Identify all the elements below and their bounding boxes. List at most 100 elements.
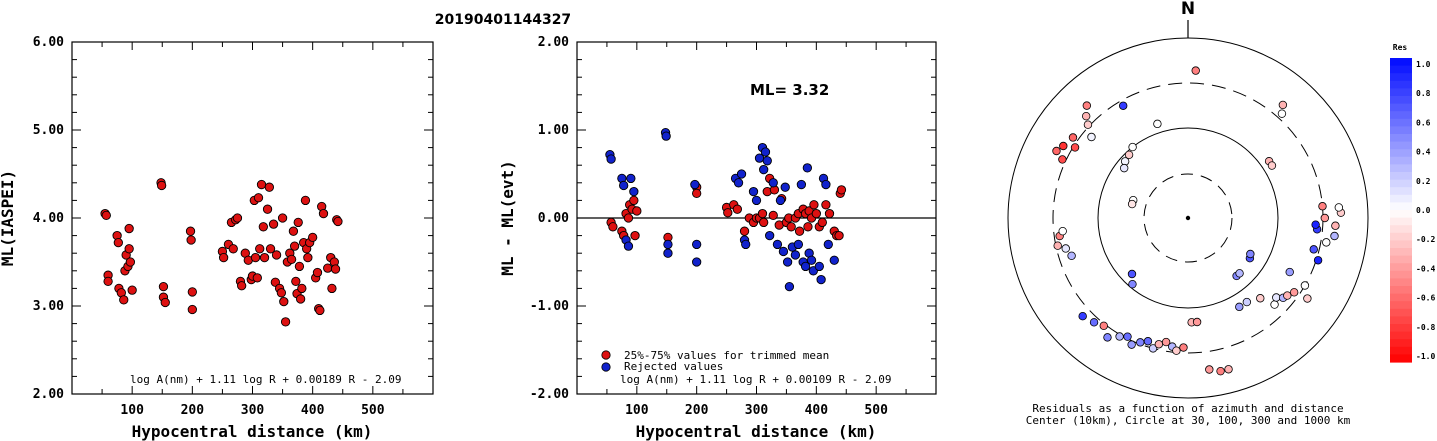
colorbar-cell [1390, 225, 1412, 234]
left-point-series-0 [250, 252, 261, 263]
middle-point-series-1 [806, 255, 817, 265]
left-point-series-0 [271, 250, 282, 260]
station-point [1192, 317, 1202, 327]
station-point [1081, 111, 1091, 121]
left-point-series-0 [103, 276, 113, 287]
station-point [1235, 302, 1244, 312]
middle-point-series-1 [780, 182, 790, 192]
points-left [100, 178, 343, 327]
colorbar-cell [1390, 308, 1412, 317]
left-point-series-0 [291, 276, 301, 287]
ring-1000km [1007, 37, 1369, 399]
middle-ytick-label: 0.00 [538, 211, 569, 226]
left-point-series-0 [124, 223, 134, 234]
station-point [1283, 291, 1292, 300]
station-point [1303, 294, 1312, 303]
formula-left: log A(nm) + 1.11 log R + 0.00189 R - 2.0… [130, 373, 402, 386]
colorbar-cell [1390, 270, 1412, 279]
station-point [1127, 340, 1136, 349]
station-point [1058, 155, 1067, 164]
left-point-series-0 [158, 281, 169, 292]
left-point-series-0 [264, 182, 274, 192]
polar-caption-line2: Center (10km), Circle at 30, 100, 300 an… [1026, 414, 1351, 427]
middle-point-series-1 [793, 239, 804, 250]
left-ytick-label: 3.00 [33, 299, 64, 314]
left-point-series-0 [312, 267, 323, 278]
colorbar-cell [1390, 339, 1412, 348]
left-point-series-0 [327, 283, 337, 294]
station-point [1154, 340, 1164, 349]
colorbar-cell [1390, 111, 1412, 120]
colorbar-cell [1390, 80, 1412, 89]
middle-point-series-1 [692, 257, 702, 267]
left-ytick-label: 6.00 [33, 35, 64, 50]
left-xtick-label: 500 [361, 403, 385, 418]
station-point [1318, 202, 1327, 211]
ylabel-middle: ML - ML(evt) [498, 160, 517, 276]
colorbar-cell [1390, 73, 1412, 82]
left-point-series-0 [101, 210, 111, 221]
left-xtick-label: 200 [181, 403, 205, 418]
middle-point-series-1 [790, 250, 801, 260]
north-label: N [1181, 0, 1195, 19]
left-point-series-0 [297, 283, 307, 294]
middle-point-series-1 [692, 239, 702, 250]
middle-point-series-1 [829, 255, 839, 265]
station-point [1331, 221, 1340, 230]
station-point [1089, 318, 1099, 327]
station-point [1143, 337, 1153, 346]
middle-point-series-1 [748, 186, 759, 197]
colorbar-tick-label: 0.0 [1416, 206, 1431, 215]
left-point-series-0 [228, 244, 238, 254]
panel-azimuth-residuals: N Residuals as a function of azimuth and… [1007, 0, 1369, 427]
station-point [1224, 365, 1233, 374]
middle-ytick-label: -1.00 [530, 299, 569, 314]
middle-point-series-1 [778, 246, 789, 257]
legend-marker-rejected [601, 362, 611, 372]
station-point [1123, 332, 1132, 341]
middle-point-series-0 [834, 230, 844, 241]
middle-point-series-1 [759, 164, 769, 175]
middle-point-series-1 [796, 179, 807, 190]
station-point [1246, 249, 1255, 259]
middle-point-series-0 [608, 222, 618, 232]
middle-point-series-1 [733, 178, 744, 188]
middle-xtick-label: 100 [625, 403, 649, 418]
station-point [1087, 132, 1096, 142]
colorbar-cell [1390, 286, 1412, 295]
middle-ytick-label: 2.00 [538, 35, 569, 50]
station-point [1300, 281, 1310, 290]
colorbar-cell [1390, 278, 1412, 287]
station-point [1059, 141, 1068, 151]
tick-group-middle: 100 200 300 400 500 -2.00 -1.00 0.00 1.00 2.00 [530, 35, 936, 418]
left-point-series-0 [289, 241, 300, 251]
station-point [1052, 146, 1061, 156]
station-residual-points [1052, 66, 1346, 376]
colorbar-cell [1390, 324, 1412, 333]
middle-ytick-label: -2.00 [530, 387, 569, 402]
plot-frame-left [71, 41, 434, 395]
left-point-series-0 [315, 305, 325, 316]
middle-point-series-0 [632, 206, 642, 216]
station-point [1330, 231, 1339, 241]
middle-point-series-0 [739, 226, 750, 236]
left-point-series-0 [294, 261, 305, 272]
left-point-series-0 [232, 213, 243, 223]
colorbar-cell [1390, 164, 1412, 173]
middle-point-series-1 [784, 281, 795, 292]
left-point-series-0 [258, 222, 268, 232]
colorbar-tick-label: -0.8 [1416, 323, 1435, 332]
station-point [1153, 119, 1162, 129]
colorbar-cell [1390, 88, 1412, 97]
middle-point-series-1 [619, 180, 629, 191]
station-point [1320, 213, 1329, 223]
colorbar-cell [1390, 255, 1412, 264]
station-point [1128, 279, 1137, 289]
middle-point-series-0 [629, 195, 639, 206]
left-point-series-0 [300, 195, 311, 206]
station-point [1124, 150, 1134, 160]
station-point [1127, 269, 1137, 279]
colorbar-cell [1390, 58, 1412, 67]
left-point-series-0 [187, 287, 197, 297]
station-point [1127, 199, 1137, 209]
